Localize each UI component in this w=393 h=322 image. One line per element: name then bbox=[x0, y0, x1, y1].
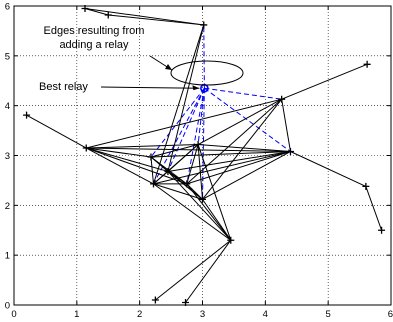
node-marker bbox=[82, 144, 90, 152]
network-edge bbox=[186, 183, 232, 241]
annotation-arrowhead-relay bbox=[192, 85, 200, 91]
network-edge bbox=[150, 156, 154, 184]
x-tick-label: 5 bbox=[326, 309, 331, 320]
network-edge bbox=[150, 144, 199, 158]
network-edge bbox=[86, 147, 291, 153]
network-edge bbox=[153, 171, 169, 185]
x-tick-label: 6 bbox=[388, 309, 393, 320]
y-tick-label: 1 bbox=[5, 251, 10, 262]
network-edge bbox=[185, 239, 232, 303]
x-tick-label: 3 bbox=[200, 309, 205, 320]
node-marker bbox=[149, 180, 157, 188]
node-marker bbox=[23, 111, 31, 119]
network-edge bbox=[84, 8, 109, 16]
network-edge bbox=[150, 151, 291, 158]
network-edge bbox=[281, 63, 368, 100]
network-edge bbox=[26, 114, 87, 149]
annotation-best-relay: Best relay bbox=[39, 81, 88, 93]
network-edge bbox=[167, 171, 203, 200]
network-edge bbox=[153, 183, 232, 241]
relay-edge bbox=[204, 87, 291, 152]
node-marker bbox=[147, 153, 155, 161]
node-marker bbox=[362, 182, 370, 190]
node-marker bbox=[378, 226, 386, 234]
node-marker bbox=[183, 180, 191, 188]
relay-edge bbox=[197, 88, 205, 145]
network-edge bbox=[84, 7, 204, 26]
node-marker bbox=[194, 141, 202, 149]
relay-edge bbox=[203, 24, 205, 89]
y-tick-label: 2 bbox=[5, 201, 10, 212]
x-tick-label: 4 bbox=[263, 309, 268, 320]
network-edge bbox=[197, 144, 203, 200]
network-edge bbox=[86, 147, 154, 185]
network-edge bbox=[167, 24, 205, 172]
node-marker bbox=[227, 236, 235, 244]
node-marker bbox=[164, 167, 172, 175]
network-edge bbox=[197, 144, 232, 241]
node-marker bbox=[286, 148, 294, 156]
node-marker bbox=[104, 11, 112, 19]
relay-edge bbox=[204, 87, 282, 100]
network-edge bbox=[186, 98, 283, 185]
network-edge bbox=[167, 151, 291, 172]
network-edge bbox=[155, 239, 232, 301]
annotation-arrow-relay bbox=[100, 86, 200, 89]
relay-edge bbox=[153, 87, 205, 185]
network-edge bbox=[198, 144, 291, 153]
network-edge bbox=[86, 147, 152, 158]
annotation-arrowhead-edges bbox=[165, 64, 172, 70]
network-edge bbox=[86, 144, 199, 149]
node-marker bbox=[278, 95, 286, 103]
network-edge bbox=[86, 147, 169, 172]
network-edge bbox=[86, 98, 282, 149]
node-marker bbox=[151, 296, 159, 304]
network-edge bbox=[186, 151, 291, 185]
annotation-ellipse bbox=[170, 60, 244, 86]
node-marker bbox=[363, 60, 371, 68]
node-marker bbox=[199, 195, 206, 203]
network-edge bbox=[186, 144, 199, 185]
y-tick-label: 4 bbox=[5, 101, 10, 112]
network-edge bbox=[202, 199, 232, 241]
network-edge bbox=[281, 99, 291, 152]
network-edge bbox=[86, 147, 187, 185]
x-tick-label: 0 bbox=[11, 309, 16, 320]
relay-edge bbox=[167, 88, 205, 172]
annotation-edges-line2: adding a relay bbox=[59, 39, 129, 51]
annotation-edges-line1: Edges resulting from bbox=[44, 25, 145, 37]
node-marker bbox=[200, 21, 208, 29]
y-tick-label: 6 bbox=[5, 2, 10, 13]
y-tick-label: 0 bbox=[5, 301, 10, 312]
network-edge bbox=[167, 171, 232, 241]
network-edge bbox=[153, 24, 205, 185]
network-edge bbox=[290, 151, 367, 187]
x-tick-label: 2 bbox=[137, 309, 142, 320]
network-edge bbox=[202, 98, 283, 200]
y-tick-label: 5 bbox=[5, 51, 10, 62]
network-edge bbox=[153, 183, 203, 200]
network-edge bbox=[202, 151, 291, 200]
network-edge bbox=[197, 98, 282, 145]
y-tick-label: 3 bbox=[5, 151, 10, 162]
x-tick-label: 1 bbox=[74, 309, 79, 320]
relay-edge bbox=[202, 88, 205, 200]
network-edge bbox=[365, 186, 383, 231]
network-edge bbox=[108, 14, 204, 26]
